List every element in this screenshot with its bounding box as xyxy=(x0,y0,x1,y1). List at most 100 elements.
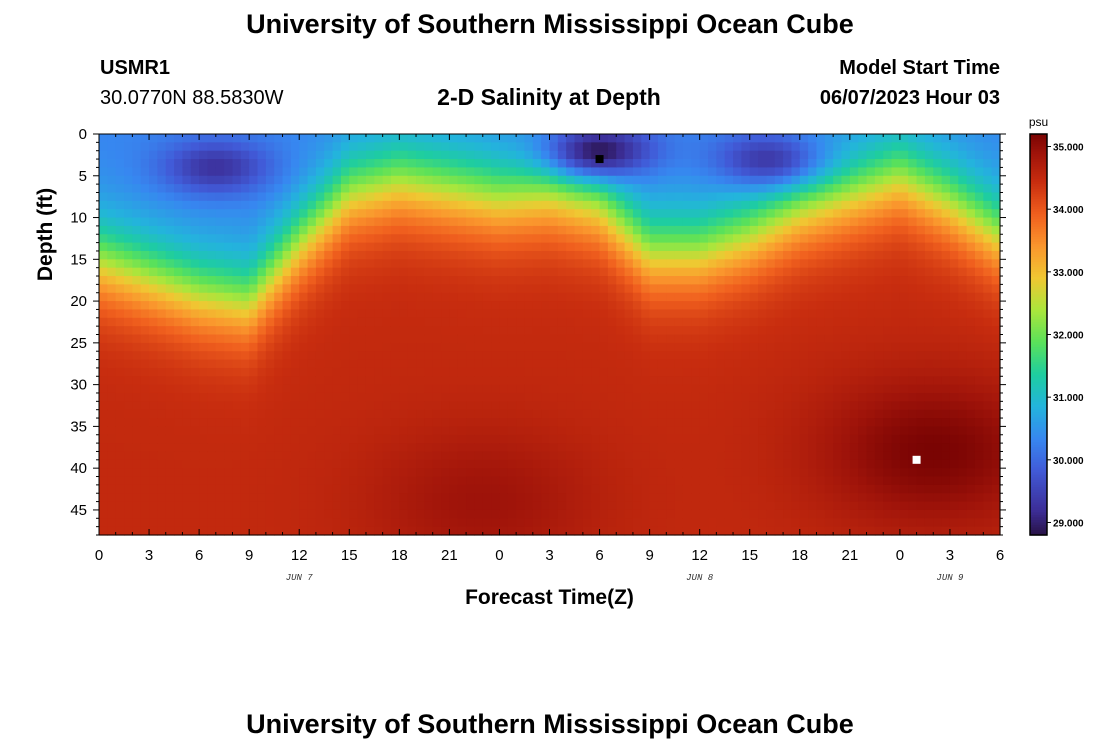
heatmap-cell xyxy=(808,184,818,194)
heatmap-cell xyxy=(916,267,926,277)
heatmap-cell xyxy=(432,142,442,152)
heatmap-cell xyxy=(249,192,259,202)
heatmap-cell xyxy=(724,351,734,361)
heatmap-cell xyxy=(541,459,551,469)
heatmap-cell xyxy=(607,392,617,402)
heatmap-cell xyxy=(332,309,342,319)
heatmap-cell xyxy=(632,259,642,269)
heatmap-cell xyxy=(449,493,459,503)
heatmap-cell xyxy=(424,459,434,469)
heatmap-cell xyxy=(808,509,818,519)
heatmap-cell xyxy=(657,509,667,519)
heatmap-cell xyxy=(716,242,726,252)
heatmap-cell xyxy=(174,509,184,519)
heatmap-cell xyxy=(724,501,734,511)
heatmap-cell xyxy=(808,326,818,336)
heatmap-cell xyxy=(808,351,818,361)
heatmap-cell xyxy=(816,526,826,536)
heatmap-cell xyxy=(165,250,175,260)
heatmap-cell xyxy=(474,200,484,210)
heatmap-cell xyxy=(607,367,617,377)
heatmap-cell xyxy=(207,342,217,352)
heatmap-cell xyxy=(332,526,342,536)
heatmap-cell xyxy=(649,434,659,444)
heatmap-cell xyxy=(265,359,275,369)
heatmap-cell xyxy=(149,242,158,252)
heatmap-cell xyxy=(866,200,876,210)
heatmap-cell xyxy=(190,242,200,252)
heatmap-cell xyxy=(808,159,818,169)
heatmap-cell xyxy=(174,401,184,411)
heatmap-cell xyxy=(474,501,484,511)
heatmap-cell xyxy=(240,443,250,453)
heatmap-cell xyxy=(265,484,275,494)
heatmap-cell xyxy=(741,476,751,486)
heatmap-cell xyxy=(883,476,893,486)
heatmap-cell xyxy=(691,443,701,453)
heatmap-cell xyxy=(491,526,501,536)
heatmap-cell xyxy=(808,267,818,277)
heatmap-cell xyxy=(616,134,626,143)
heatmap-cell xyxy=(724,493,734,503)
heatmap-cell xyxy=(307,150,317,160)
heatmap-cell xyxy=(115,234,125,244)
heatmap-cell xyxy=(858,518,868,528)
heatmap-cell xyxy=(766,418,776,427)
heatmap-cell xyxy=(407,418,417,427)
heatmap-cell xyxy=(299,317,309,327)
heatmap-cell xyxy=(849,501,859,511)
heatmap-cell xyxy=(399,234,409,244)
heatmap-cell xyxy=(332,426,342,436)
heatmap-cell xyxy=(733,150,742,160)
heatmap-cell xyxy=(257,392,267,402)
heatmap-cell xyxy=(616,376,626,386)
heatmap-cell xyxy=(124,326,133,336)
heatmap-cell xyxy=(240,359,250,369)
heatmap-cell xyxy=(107,501,117,511)
heatmap-cell xyxy=(374,401,384,411)
heatmap-cell xyxy=(290,501,300,511)
heatmap-cell xyxy=(190,301,200,311)
heatmap-cell xyxy=(215,217,225,227)
heatmap-cell xyxy=(307,392,317,402)
heatmap-cell xyxy=(382,334,392,344)
heatmap-cell xyxy=(257,451,267,461)
heatmap-cell xyxy=(749,526,759,536)
heatmap-cell xyxy=(682,376,692,386)
heatmap-cell xyxy=(215,267,225,277)
heatmap-cell xyxy=(666,418,676,427)
heatmap-cell xyxy=(449,167,459,177)
heatmap-cell xyxy=(699,159,709,169)
heatmap-cell xyxy=(858,250,868,260)
heatmap-cell xyxy=(557,134,567,143)
heatmap-cell xyxy=(582,192,592,202)
heatmap-cell xyxy=(240,142,250,152)
heatmap-cell xyxy=(574,418,584,427)
heatmap-cell xyxy=(507,134,517,143)
heatmap-cell xyxy=(783,234,793,244)
heatmap-cell xyxy=(182,326,192,336)
heatmap-cell xyxy=(866,184,876,194)
heatmap-cell xyxy=(674,426,684,436)
heatmap-cell xyxy=(132,384,142,394)
heatmap-cell xyxy=(866,225,876,235)
heatmap-cell xyxy=(941,509,951,519)
heatmap-cell xyxy=(299,434,309,444)
heatmap-cell xyxy=(816,384,826,394)
heatmap-cell xyxy=(941,359,951,369)
heatmap-cell xyxy=(491,501,501,511)
heatmap-cell xyxy=(783,401,793,411)
heatmap-cell xyxy=(382,426,392,436)
heatmap-cell xyxy=(916,476,926,486)
heatmap-cell xyxy=(941,443,951,453)
heatmap-cell xyxy=(207,259,217,269)
heatmap-cell xyxy=(849,150,859,160)
heatmap-cell xyxy=(374,217,384,227)
heatmap-cell xyxy=(232,150,242,160)
heatmap-cell xyxy=(958,493,968,503)
heatmap-cell xyxy=(574,476,584,486)
heatmap-cell xyxy=(274,484,284,494)
heatmap-cell xyxy=(482,518,492,528)
heatmap-cell xyxy=(499,392,509,402)
heatmap-cell xyxy=(507,309,517,319)
